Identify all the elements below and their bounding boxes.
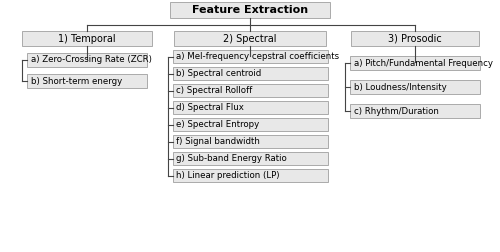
FancyBboxPatch shape (170, 2, 330, 18)
FancyBboxPatch shape (350, 80, 480, 94)
Text: d) Spectral Flux: d) Spectral Flux (176, 103, 244, 112)
Text: 3) Prosodic: 3) Prosodic (388, 34, 442, 44)
FancyBboxPatch shape (27, 74, 147, 88)
Text: Feature Extraction: Feature Extraction (192, 5, 308, 15)
Text: 2) Spectral: 2) Spectral (223, 34, 277, 44)
FancyBboxPatch shape (172, 169, 328, 182)
FancyBboxPatch shape (27, 53, 147, 67)
Text: c) Spectral Rolloff: c) Spectral Rolloff (176, 86, 253, 95)
Text: b) Loudness/Intensity: b) Loudness/Intensity (354, 82, 447, 91)
FancyBboxPatch shape (350, 104, 480, 118)
Text: a) Zero-Crossing Rate (ZCR): a) Zero-Crossing Rate (ZCR) (31, 55, 152, 65)
FancyBboxPatch shape (174, 31, 326, 46)
FancyBboxPatch shape (172, 152, 328, 165)
FancyBboxPatch shape (172, 135, 328, 148)
FancyBboxPatch shape (172, 84, 328, 97)
FancyBboxPatch shape (172, 50, 328, 63)
Text: c) Rhythm/Duration: c) Rhythm/Duration (354, 107, 439, 115)
FancyBboxPatch shape (350, 56, 480, 70)
FancyBboxPatch shape (172, 118, 328, 131)
Text: h) Linear prediction (LP): h) Linear prediction (LP) (176, 171, 280, 180)
Text: b) Short-term energy: b) Short-term energy (31, 77, 122, 85)
Text: a) Pitch/Fundamental Frequency: a) Pitch/Fundamental Frequency (354, 58, 493, 68)
Text: e) Spectral Entropy: e) Spectral Entropy (176, 120, 260, 129)
Text: b) Spectral centroid: b) Spectral centroid (176, 69, 262, 78)
Text: f) Signal bandwidth: f) Signal bandwidth (176, 137, 260, 146)
FancyBboxPatch shape (172, 101, 328, 114)
Text: a) Mel-frequency cepstral coefficients: a) Mel-frequency cepstral coefficients (176, 52, 340, 61)
FancyBboxPatch shape (22, 31, 152, 46)
Text: 1) Temporal: 1) Temporal (58, 34, 116, 44)
Text: g) Sub-band Energy Ratio: g) Sub-band Energy Ratio (176, 154, 287, 163)
FancyBboxPatch shape (172, 67, 328, 80)
FancyBboxPatch shape (351, 31, 479, 46)
